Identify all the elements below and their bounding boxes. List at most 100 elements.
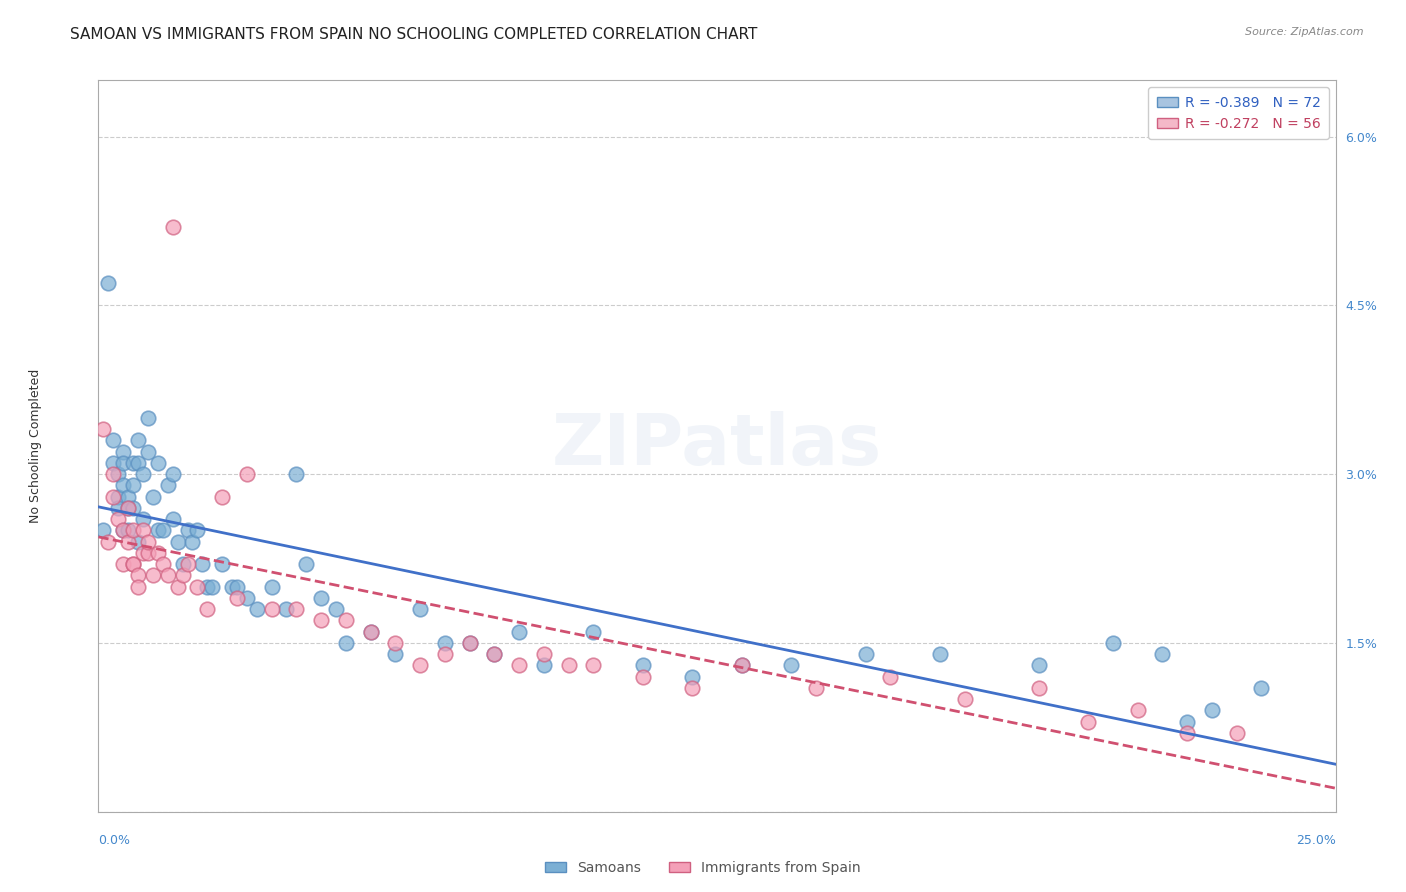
Text: Source: ZipAtlas.com: Source: ZipAtlas.com xyxy=(1246,27,1364,37)
Point xyxy=(136,534,159,549)
Point xyxy=(582,624,605,639)
Point xyxy=(122,557,145,571)
Point xyxy=(117,534,139,549)
Point xyxy=(631,670,654,684)
Point xyxy=(731,658,754,673)
Point xyxy=(295,557,318,571)
Point xyxy=(152,557,174,571)
Point xyxy=(928,647,950,661)
Point xyxy=(731,658,754,673)
Point xyxy=(112,456,135,470)
Point xyxy=(360,624,382,639)
Point xyxy=(1152,647,1174,661)
Point xyxy=(1126,703,1149,717)
Legend: R = -0.389   N = 72, R = -0.272   N = 56: R = -0.389 N = 72, R = -0.272 N = 56 xyxy=(1149,87,1329,139)
Point xyxy=(107,467,129,482)
Point xyxy=(226,591,249,605)
Point xyxy=(360,624,382,639)
Point xyxy=(156,478,179,492)
Point xyxy=(276,602,298,616)
Point xyxy=(409,658,432,673)
Point xyxy=(136,444,159,458)
Point xyxy=(260,602,283,616)
Text: ZIPatlas: ZIPatlas xyxy=(553,411,882,481)
Point xyxy=(117,500,139,515)
Point xyxy=(172,568,194,582)
Point xyxy=(132,512,155,526)
Point xyxy=(122,557,145,571)
Point xyxy=(211,557,233,571)
Point xyxy=(201,580,224,594)
Point xyxy=(122,478,145,492)
Point xyxy=(127,456,149,470)
Point xyxy=(335,636,357,650)
Point xyxy=(186,580,208,594)
Point xyxy=(309,614,332,628)
Point xyxy=(1102,636,1125,650)
Point xyxy=(1028,658,1050,673)
Point xyxy=(103,456,125,470)
Point xyxy=(181,534,204,549)
Point xyxy=(146,524,169,538)
Point xyxy=(1226,726,1249,740)
Point xyxy=(127,568,149,582)
Point xyxy=(484,647,506,661)
Point xyxy=(127,534,149,549)
Point xyxy=(433,647,456,661)
Point xyxy=(162,512,184,526)
Point xyxy=(1175,714,1198,729)
Point xyxy=(195,602,218,616)
Point xyxy=(186,524,208,538)
Point xyxy=(162,219,184,234)
Point xyxy=(780,658,803,673)
Point xyxy=(112,557,135,571)
Point xyxy=(335,614,357,628)
Point xyxy=(152,524,174,538)
Point xyxy=(681,670,703,684)
Point xyxy=(112,478,135,492)
Point xyxy=(681,681,703,695)
Point xyxy=(1028,681,1050,695)
Point xyxy=(127,434,149,448)
Point xyxy=(533,658,555,673)
Point xyxy=(191,557,214,571)
Point xyxy=(309,591,332,605)
Point xyxy=(107,500,129,515)
Point xyxy=(1175,726,1198,740)
Point xyxy=(122,500,145,515)
Point xyxy=(97,276,120,290)
Point xyxy=(384,647,406,661)
Point xyxy=(117,524,139,538)
Legend: Samoans, Immigrants from Spain: Samoans, Immigrants from Spain xyxy=(540,855,866,880)
Point xyxy=(246,602,269,616)
Point xyxy=(176,524,198,538)
Point xyxy=(122,524,145,538)
Point xyxy=(458,636,481,650)
Point xyxy=(433,636,456,650)
Point xyxy=(458,636,481,650)
Point xyxy=(236,591,259,605)
Point xyxy=(142,568,165,582)
Point xyxy=(93,524,115,538)
Point xyxy=(285,602,308,616)
Point xyxy=(211,490,233,504)
Point xyxy=(226,580,249,594)
Point xyxy=(409,602,432,616)
Point xyxy=(162,467,184,482)
Point xyxy=(582,658,605,673)
Point xyxy=(508,624,530,639)
Point xyxy=(1077,714,1099,729)
Point xyxy=(557,658,579,673)
Point xyxy=(146,546,169,560)
Point xyxy=(260,580,283,594)
Point xyxy=(103,490,125,504)
Text: No Schooling Completed: No Schooling Completed xyxy=(28,369,42,523)
Point xyxy=(631,658,654,673)
Point xyxy=(156,568,179,582)
Text: SAMOAN VS IMMIGRANTS FROM SPAIN NO SCHOOLING COMPLETED CORRELATION CHART: SAMOAN VS IMMIGRANTS FROM SPAIN NO SCHOO… xyxy=(70,27,758,42)
Point xyxy=(112,524,135,538)
Point xyxy=(176,557,198,571)
Point xyxy=(132,546,155,560)
Point xyxy=(117,490,139,504)
Point xyxy=(1201,703,1223,717)
